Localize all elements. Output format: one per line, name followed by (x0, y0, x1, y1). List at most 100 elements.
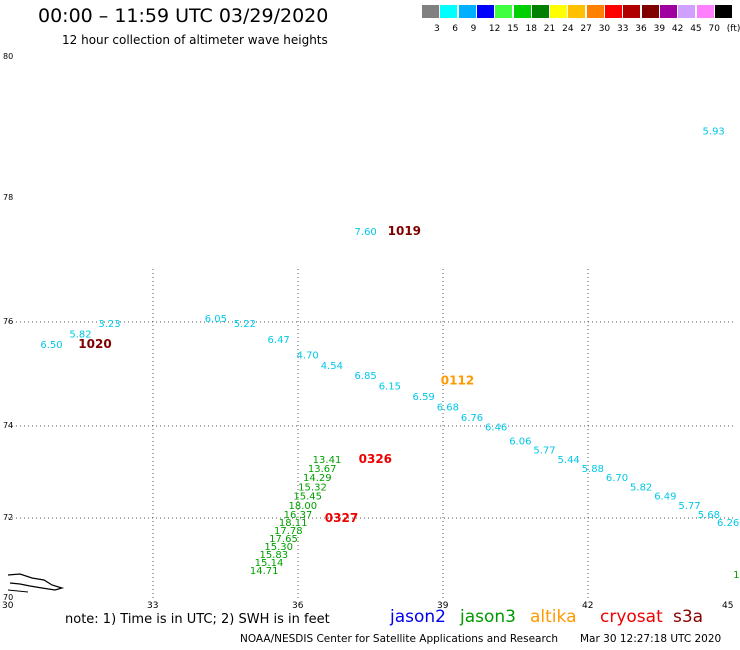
swh-data-label: 5.68 (698, 510, 720, 521)
legend-swatch (440, 5, 458, 18)
swh-data-label: 6.49 (654, 492, 676, 503)
legend-swatch (623, 5, 641, 18)
y-tick-label: 70 (3, 593, 14, 602)
pass-time-label: 1019 (388, 224, 421, 238)
swh-data-label: 14.71 (250, 566, 279, 577)
swh-data-label: 6.06 (509, 436, 531, 447)
swh-data-label: 6.47 (268, 335, 290, 346)
swh-data-label: 6.46 (485, 423, 507, 434)
swh-data-label: 7.60 (355, 227, 377, 238)
legend-swatch (568, 5, 586, 18)
legend-swatch (458, 5, 476, 18)
swh-data-label: 6.70 (606, 473, 628, 484)
satellite-label-altika: altika (530, 607, 577, 627)
chart-subtitle: 12 hour collection of altimeter wave hei… (62, 33, 328, 47)
x-tick-label: 42 (582, 601, 594, 611)
coastline-icon (7, 573, 65, 593)
swh-data-label: 5.82 (630, 482, 652, 493)
satellite-label-cryosat: cryosat (600, 607, 663, 627)
x-tick-label: 39 (437, 601, 449, 611)
chart-title: 00:00 – 11:59 UTC 03/29/2020 (38, 5, 329, 27)
legend-swatch (550, 5, 568, 18)
legend-swatch (678, 5, 696, 18)
legend-swatch (495, 5, 513, 18)
legend-swatch (422, 5, 439, 18)
swh-data-label: 5.77 (678, 501, 700, 512)
swh-data-label: 15.14 (255, 558, 284, 569)
swh-data-label: 15.45 (293, 492, 322, 503)
legend-label: 70 (708, 24, 720, 34)
y-tick-label: 76 (3, 317, 14, 326)
swh-data-label: 6.59 (413, 392, 435, 403)
swh-data-label: 17.65 (269, 534, 298, 545)
swh-data-label: 5.82 (69, 330, 91, 341)
legend-swatch (605, 5, 622, 18)
legend-swatch (641, 5, 659, 18)
swh-data-label: 6.68 (437, 402, 459, 413)
x-tick-label: 30 (2, 601, 14, 611)
grid (8, 266, 733, 598)
satellite-label-jason3: jason3 (460, 607, 516, 627)
y-tick-label: 78 (3, 193, 14, 202)
y-tick-label: 72 (3, 513, 14, 522)
generated-timestamp: Mar 30 12:27:18 UTC 2020 (580, 633, 722, 645)
legend-label: 30 (598, 24, 611, 34)
swh-data-label: 5.44 (558, 455, 580, 466)
swh-data-label: 5.77 (533, 446, 555, 457)
x-tick-label: 33 (147, 601, 159, 611)
legend-swatch (531, 5, 549, 18)
legend-label: 24 (562, 24, 574, 34)
swh-data-label: 15.30 (264, 542, 293, 553)
swh-data-label: 6.05 (205, 314, 227, 325)
legend-label: 9 (470, 24, 477, 34)
swh-data-label: 15.32 (298, 482, 327, 493)
swh-data-label: 6.15 (379, 382, 401, 393)
swh-data-label: 13.67 (308, 464, 337, 475)
legend-label: 36 (635, 24, 647, 34)
pass-time-label: 0326 (359, 452, 392, 466)
swh-data-label: 5.88 (582, 464, 604, 475)
y-tick-label: 74 (3, 421, 14, 430)
legend-label: 6 (452, 24, 459, 34)
legend-label: 12 (488, 24, 501, 34)
swh-data-label: 14.29 (303, 473, 332, 484)
swh-data-label: 13.41 (313, 455, 342, 466)
legend-swatch (696, 5, 714, 18)
legend-swatch (586, 5, 604, 18)
legend-label: 3 (434, 24, 440, 34)
legend-label: 27 (580, 24, 592, 34)
satellite-label-jason2: jason2 (390, 607, 446, 627)
pass-time-label: 0112 (441, 373, 474, 387)
x-tick-label: 36 (292, 601, 304, 611)
legend-swatch (513, 5, 531, 18)
legend-label: 18 (525, 24, 537, 34)
pass-time-label: 1020 (78, 337, 111, 351)
swh-data-label: 4.70 (297, 350, 319, 361)
legend-label: 45 (690, 24, 702, 34)
swh-data-label: 6.76 (461, 413, 483, 424)
swh-data-label: 6.85 (355, 371, 377, 382)
satellite-label-s3a: s3a (673, 607, 704, 627)
swh-data-label: 6.50 (40, 340, 62, 351)
legend-label: 15 (507, 24, 519, 34)
legend-swatch (714, 5, 732, 18)
swh-data-label: 13.96 (733, 570, 740, 581)
legend-label: 33 (617, 24, 629, 34)
x-tick-label: 45 (722, 601, 734, 611)
pass-time-label: 0327 (325, 511, 358, 525)
swh-data-label: 18.00 (289, 501, 318, 512)
legend-swatch (659, 5, 677, 18)
swh-data-label: 6.26 (717, 518, 739, 529)
swh-data-label: 16.37 (284, 510, 313, 521)
swh-data-label: 17.78 (274, 526, 303, 537)
legend-swatch (476, 5, 494, 18)
legend-label: 21 (543, 24, 556, 34)
swh-data-label: 5.93 (703, 127, 725, 138)
legend-label: 39 (653, 24, 666, 34)
swh-data-label: 18.11 (279, 518, 308, 529)
legend-unit: (ft) (726, 24, 740, 34)
swh-data-label: 15.83 (260, 550, 289, 561)
swh-data-label: 3.23 (98, 319, 120, 330)
y-tick-label: 80 (3, 52, 14, 61)
